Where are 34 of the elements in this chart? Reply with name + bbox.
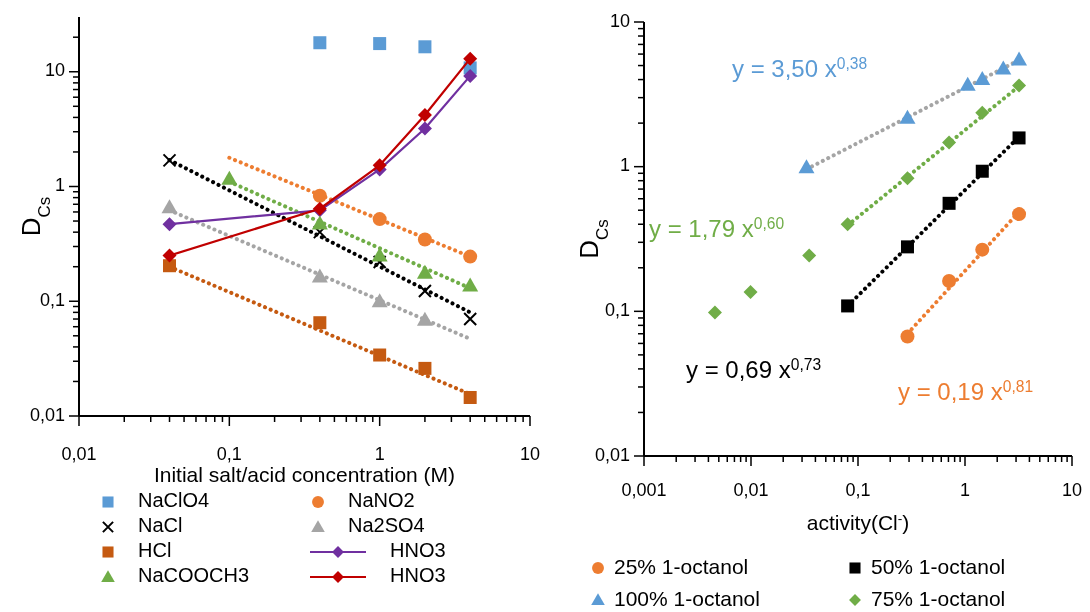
- y-tick-label: 0,1: [39, 290, 65, 310]
- x-axis-title: activity(Cl$^{-}$): [806, 510, 910, 534]
- x-tick-label: 0,1: [845, 479, 871, 500]
- legend-label: 25% 1-octanol: [614, 554, 749, 578]
- legend-label: NaNO2: [348, 489, 415, 512]
- legend-label: NaClO4: [138, 489, 210, 512]
- legend-label: HNO3: [390, 564, 446, 587]
- y-tick-label: 0,01: [29, 404, 65, 425]
- x-tick-label: 1: [959, 479, 971, 500]
- annotation: y = 0,19 x$^{0,81}$: [898, 377, 1034, 405]
- legend-label: NaCl: [138, 514, 183, 537]
- legend-label: Na2SO4: [348, 514, 425, 537]
- legend-label: 75% 1-octanol: [871, 586, 1006, 610]
- y-tick-label: 1: [54, 175, 65, 196]
- x-tick-label: 10: [519, 443, 541, 464]
- legend-label: NaCOOCH3: [138, 564, 250, 587]
- annotation: y = 3,50 x$^{0,38}$: [732, 54, 868, 82]
- x-tick-label: 0,01: [61, 443, 97, 464]
- x-tick-label: 10: [1061, 479, 1083, 500]
- legend-label: 50% 1-octanol: [871, 554, 1006, 578]
- x-tick-label: 0,1: [216, 443, 242, 464]
- x-axis-title: Initial salt/acid concentration (M): [153, 463, 456, 486]
- legend-label: HCl: [138, 539, 172, 562]
- x-tick-label: 0,01: [733, 479, 769, 500]
- legend-label: HNO3: [390, 539, 446, 562]
- annotation: y = 0,69 x$^{0,73}$: [686, 355, 822, 383]
- y-tick-label: 10: [44, 60, 65, 81]
- x-tick-label: 0,001: [621, 479, 667, 500]
- x-tick-label: 1: [374, 443, 385, 464]
- y-tick-label: 0,1: [604, 300, 630, 321]
- y-tick-label: 10: [609, 10, 630, 31]
- y-tick-label: 1: [619, 155, 630, 176]
- legend-label: 100% 1-octanol: [614, 586, 760, 610]
- annotation: y = 1,79 x$^{0,60}$: [649, 214, 785, 242]
